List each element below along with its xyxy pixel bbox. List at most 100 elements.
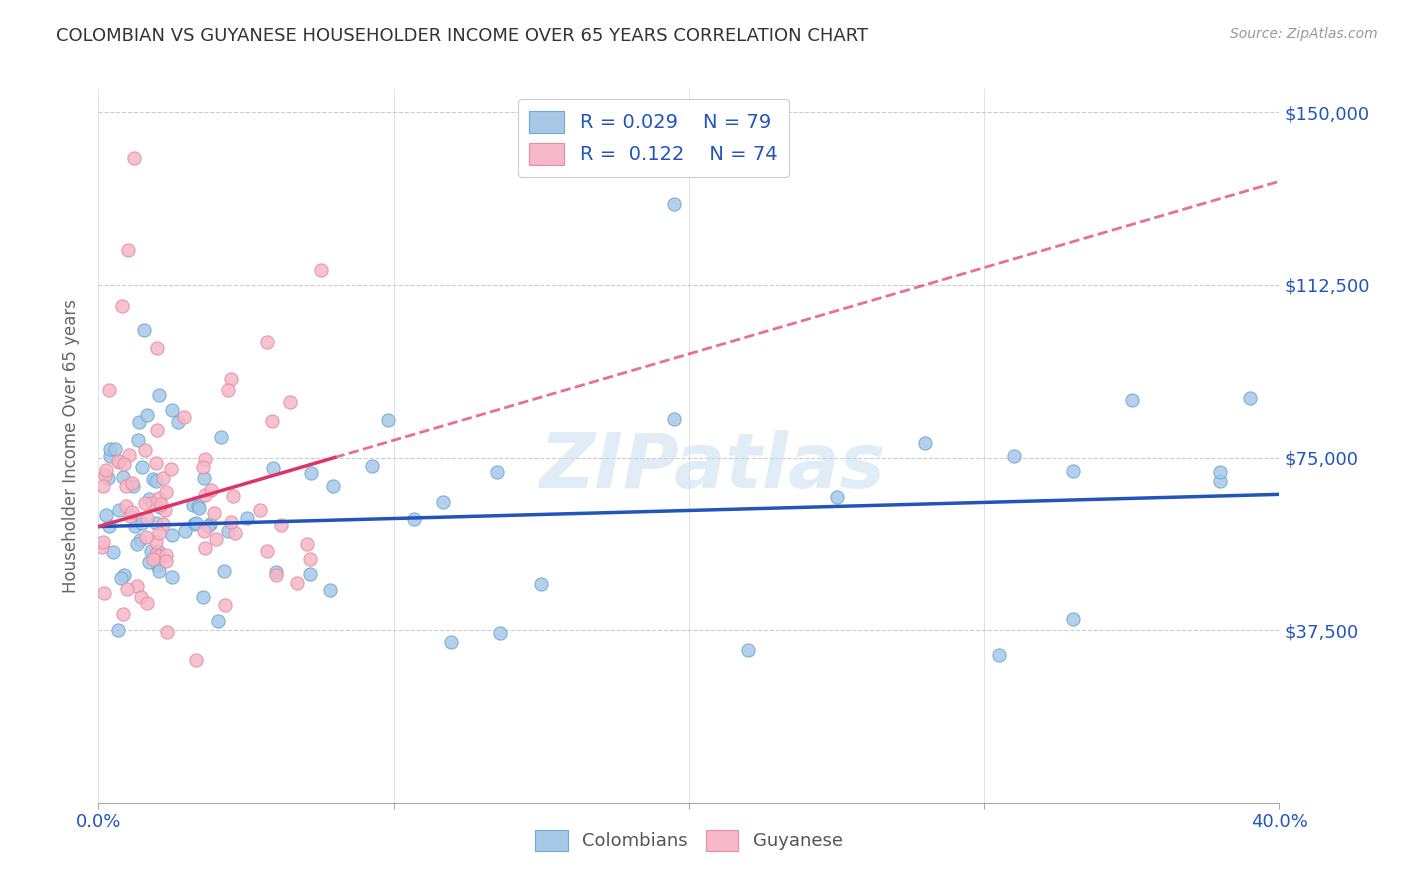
- Point: [160, 462, 183, 476]
- Point: [118, 508, 141, 523]
- Point: [256, 544, 278, 558]
- Point: [295, 536, 318, 550]
- Point: [149, 500, 172, 514]
- Point: [184, 516, 207, 530]
- Point: [117, 244, 139, 258]
- Point: [217, 384, 239, 398]
- Point: [141, 496, 163, 510]
- Point: [264, 565, 287, 579]
- Point: [146, 544, 169, 558]
- Point: [127, 434, 149, 448]
- Point: [145, 474, 167, 488]
- Point: [221, 515, 243, 529]
- Point: [194, 541, 217, 555]
- Point: [298, 552, 321, 566]
- Point: [107, 454, 129, 468]
- Point: [160, 402, 183, 417]
- Point: [299, 467, 322, 481]
- Point: [148, 388, 170, 402]
- Point: [155, 548, 177, 562]
- Point: [1062, 612, 1084, 626]
- Point: [110, 571, 132, 585]
- Point: [115, 479, 138, 493]
- Point: [111, 299, 134, 313]
- Point: [121, 476, 143, 491]
- Point: [112, 568, 135, 582]
- Point: [280, 394, 302, 409]
- Point: [153, 502, 176, 516]
- Point: [101, 545, 124, 559]
- Point: [98, 442, 121, 456]
- Point: [142, 552, 165, 566]
- Point: [122, 151, 145, 165]
- Point: [136, 511, 159, 525]
- Point: [118, 449, 141, 463]
- Point: [217, 524, 239, 539]
- Point: [360, 458, 382, 473]
- Point: [489, 625, 512, 640]
- Point: [530, 577, 553, 591]
- Point: [204, 506, 226, 520]
- Point: [193, 470, 215, 484]
- Point: [1209, 465, 1232, 479]
- Point: [94, 468, 117, 483]
- Point: [98, 449, 121, 463]
- Point: [432, 494, 454, 508]
- Legend: Colombians, Guyanese: Colombians, Guyanese: [527, 822, 851, 858]
- Point: [125, 537, 148, 551]
- Point: [486, 465, 509, 479]
- Point: [270, 518, 292, 533]
- Point: [91, 541, 114, 555]
- Point: [91, 535, 114, 549]
- Point: [145, 516, 167, 531]
- Point: [131, 516, 153, 530]
- Point: [194, 451, 217, 466]
- Point: [191, 591, 214, 605]
- Point: [111, 607, 134, 622]
- Point: [166, 415, 188, 429]
- Point: [198, 516, 221, 531]
- Point: [115, 582, 138, 596]
- Point: [145, 423, 167, 437]
- Point: [152, 517, 174, 532]
- Point: [299, 567, 322, 582]
- Point: [1062, 464, 1084, 478]
- Point: [191, 460, 214, 475]
- Point: [156, 624, 179, 639]
- Point: [160, 528, 183, 542]
- Point: [402, 512, 425, 526]
- Point: [200, 483, 222, 498]
- Point: [197, 519, 219, 533]
- Point: [184, 653, 207, 667]
- Point: [183, 517, 205, 532]
- Point: [322, 479, 344, 493]
- Point: [214, 598, 236, 612]
- Point: [236, 511, 259, 525]
- Y-axis label: Householder Income Over 65 years: Householder Income Over 65 years: [62, 299, 80, 593]
- Point: [155, 485, 177, 500]
- Point: [1121, 392, 1143, 407]
- Point: [187, 499, 209, 513]
- Point: [129, 590, 152, 604]
- Point: [145, 547, 167, 561]
- Point: [264, 567, 287, 582]
- Point: [988, 648, 1011, 663]
- Point: [174, 524, 197, 538]
- Point: [664, 412, 686, 426]
- Point: [145, 535, 167, 549]
- Point: [224, 526, 246, 541]
- Point: [148, 491, 170, 505]
- Point: [377, 413, 399, 427]
- Point: [664, 197, 686, 211]
- Point: [138, 555, 160, 569]
- Point: [148, 549, 170, 563]
- Point: [214, 564, 236, 578]
- Point: [97, 519, 120, 533]
- Point: [112, 458, 135, 472]
- Point: [125, 579, 148, 593]
- Point: [145, 456, 167, 470]
- Point: [209, 430, 232, 444]
- Point: [97, 471, 120, 485]
- Point: [94, 508, 117, 523]
- Point: [221, 372, 243, 386]
